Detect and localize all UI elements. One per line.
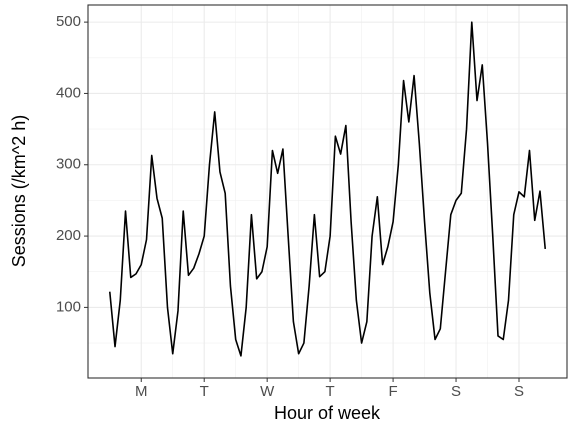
y-tick-label: 100	[56, 298, 81, 315]
x-tick-label: S	[451, 383, 461, 400]
x-tick-label: M	[135, 383, 148, 400]
x-tick-label: T	[326, 383, 335, 400]
x-tick-label: W	[260, 383, 275, 400]
y-tick-label: 200	[56, 227, 81, 244]
panel-border	[87, 4, 568, 379]
x-tick-label: T	[200, 383, 209, 400]
y-tick-label: 400	[56, 84, 81, 101]
data-line	[108, 21, 547, 357]
y-tick-label: 500	[56, 13, 81, 30]
y-axis-title: Sessions (/km^2 h)	[9, 115, 29, 268]
x-tick-label: S	[514, 383, 524, 400]
x-axis-title: Hour of week	[274, 403, 381, 423]
x-tick-label: F	[388, 383, 397, 400]
y-tick-label: 300	[56, 156, 81, 173]
